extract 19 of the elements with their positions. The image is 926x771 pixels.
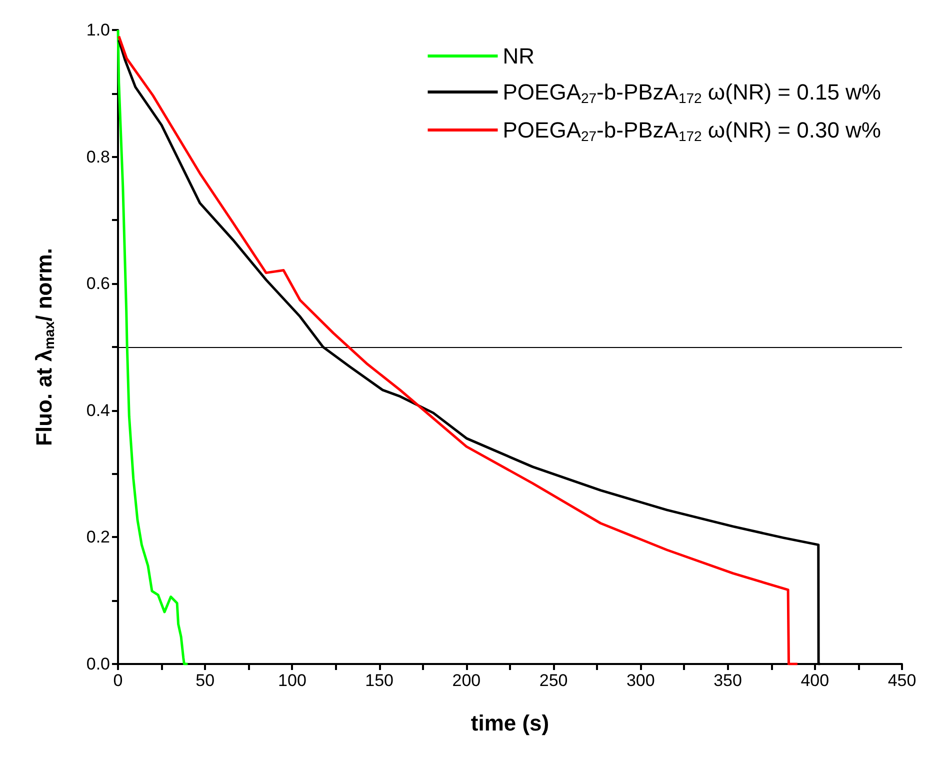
x-tick-label: 250 — [539, 671, 568, 690]
y-tick-label: 0.8 — [86, 147, 110, 166]
x-tick-label: 350 — [714, 671, 742, 690]
y-tick-label: 0.4 — [86, 400, 110, 420]
x-tick-label: 300 — [626, 671, 655, 690]
x-tick-label: 100 — [278, 671, 306, 690]
legend-label: NR — [502, 44, 535, 68]
x-tick-label: 50 — [196, 671, 215, 690]
x-tick-label: 150 — [365, 671, 394, 690]
x-axis-title: time (s) — [470, 710, 550, 736]
y-tick-label: 0.2 — [86, 528, 110, 547]
x-tick-label: 400 — [800, 671, 830, 690]
y-tick-label: 0.0 — [86, 654, 110, 674]
x-tick-label: 200 — [452, 671, 481, 690]
y-tick-label: 1.0 — [86, 20, 110, 40]
x-tick-label: 450 — [888, 671, 916, 690]
x-tick-label: 0 — [113, 671, 123, 690]
y-axis-title: Fluo. at λmax/ norm. — [32, 248, 57, 446]
y-tick-label: 0.6 — [86, 274, 110, 294]
